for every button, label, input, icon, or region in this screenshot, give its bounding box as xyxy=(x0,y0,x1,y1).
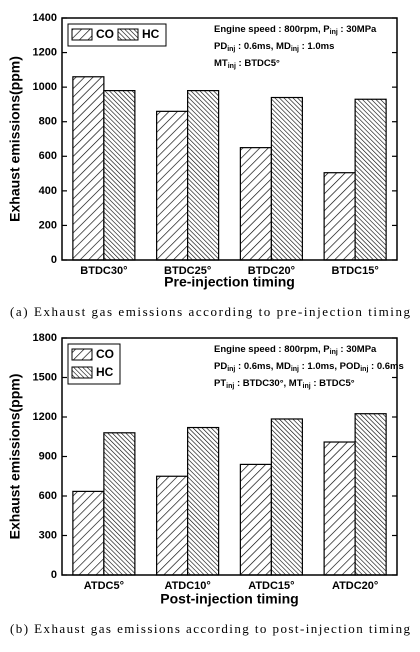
annotation-text: : 0.6ms xyxy=(368,361,403,372)
annotation-subscript: inj xyxy=(291,46,299,53)
bar xyxy=(323,441,356,576)
bar xyxy=(187,426,220,576)
y-tick-label: 1500 xyxy=(33,371,57,383)
annotation-subscript: inj xyxy=(226,383,234,390)
annotation-text: Engine speed : 800rpm, P xyxy=(214,24,330,35)
x-axis-label: Post-injection timing xyxy=(160,591,298,607)
bar xyxy=(187,89,220,261)
annotation-subscript: inj xyxy=(291,366,299,373)
annotation-text: : BTDC30°, MT xyxy=(234,378,302,389)
caption: (b) Exhaust gas emissions according to p… xyxy=(10,621,410,636)
annotation: Engine speed : 800rpm, Pinj : 30MPa xyxy=(214,344,377,357)
bar xyxy=(239,463,272,576)
bar xyxy=(323,172,356,261)
y-tick-label: 1000 xyxy=(33,81,57,93)
annotation-text: : 0.6ms, MD xyxy=(235,361,291,372)
annotation: Engine speed : 800rpm, Pinj : 30MPa xyxy=(214,24,377,37)
legend-swatch xyxy=(71,28,93,41)
x-tick-label: BTDC25° xyxy=(164,265,211,277)
annotation-subscript: inj xyxy=(303,383,311,390)
annotation-subscript: inj xyxy=(227,46,235,53)
bar xyxy=(239,147,272,261)
legend-swatch xyxy=(117,28,139,41)
legend-label: HC xyxy=(96,365,114,379)
y-tick-label: 0 xyxy=(51,569,57,581)
annotation: PTinj : BTDC30°, MTinj : BTDC5° xyxy=(214,378,355,391)
annotation-text: MT xyxy=(214,58,228,69)
x-tick-label: BTDC30° xyxy=(80,265,127,277)
y-tick-label: 200 xyxy=(39,219,57,231)
annotation-text: : 0.6ms, MD xyxy=(235,41,291,52)
y-tick-label: 400 xyxy=(39,185,57,197)
bar xyxy=(156,475,189,576)
bar xyxy=(354,413,387,576)
x-axis-label: Pre-injection timing xyxy=(164,274,295,290)
annotation-subscript: inj xyxy=(227,366,235,373)
y-tick-label: 300 xyxy=(39,529,57,541)
bar xyxy=(103,432,136,576)
annotation: PDinj : 0.6ms, MDinj : 1.0ms, PODinj : 0… xyxy=(214,361,404,374)
bar xyxy=(72,76,105,261)
plot-frame xyxy=(61,337,398,576)
annotation-text: Engine speed : 800rpm, P xyxy=(214,344,330,355)
x-tick-label: BTDC15° xyxy=(332,265,379,277)
y-axis-label: Exhaust emissions(ppm) xyxy=(7,56,23,222)
plot-frame xyxy=(61,17,398,261)
x-tick-label: ATDC20° xyxy=(332,580,378,592)
annotation-text: : 1.0ms xyxy=(299,41,334,52)
y-tick-label: 1400 xyxy=(33,12,57,24)
annotation-subscript: inj xyxy=(330,349,338,356)
y-axis-label: Exhaust emissions(ppm) xyxy=(7,374,23,540)
bar xyxy=(156,110,189,261)
annotation-text: PD xyxy=(214,41,227,52)
annotation-text: : 1.0ms, POD xyxy=(299,361,360,372)
annotation-text: : BTDC5° xyxy=(236,58,280,69)
annotation-text: : 30MPa xyxy=(338,344,377,355)
annotation: MTinj : BTDC5° xyxy=(214,58,280,71)
annotation-text: : 30MPa xyxy=(338,24,377,35)
legend-label: CO xyxy=(96,27,114,41)
y-tick-label: 600 xyxy=(39,150,57,162)
legend-swatch xyxy=(71,366,93,379)
legend-swatch xyxy=(71,348,93,361)
y-tick-label: 1800 xyxy=(33,332,57,344)
bar xyxy=(270,418,303,576)
x-tick-label: ATDC10° xyxy=(164,580,210,592)
annotation-subscript: inj xyxy=(228,63,236,70)
y-tick-label: 800 xyxy=(39,116,57,128)
legend-label: CO xyxy=(96,347,114,361)
bar xyxy=(270,96,303,261)
x-tick-label: BTDC20° xyxy=(248,265,295,277)
y-tick-label: 900 xyxy=(39,450,57,462)
y-tick-label: 0 xyxy=(51,254,57,266)
annotation-subscript: inj xyxy=(360,366,368,373)
annotation: PDinj : 0.6ms, MDinj : 1.0ms xyxy=(214,41,334,54)
y-tick-label: 1200 xyxy=(33,411,57,423)
annotation-subscript: inj xyxy=(330,29,338,36)
y-tick-label: 1200 xyxy=(33,46,57,58)
x-tick-label: ATDC15° xyxy=(248,580,294,592)
x-tick-label: ATDC5° xyxy=(84,580,124,592)
bar xyxy=(72,490,105,576)
y-tick-label: 600 xyxy=(39,490,57,502)
annotation-text: PT xyxy=(214,378,226,389)
legend-label: HC xyxy=(142,27,160,41)
caption: (a) Exhaust gas emissions according to p… xyxy=(10,304,411,319)
bar xyxy=(354,98,387,261)
annotation-text: : BTDC5° xyxy=(311,378,355,389)
bar xyxy=(103,89,136,261)
annotation-text: PD xyxy=(214,361,227,372)
